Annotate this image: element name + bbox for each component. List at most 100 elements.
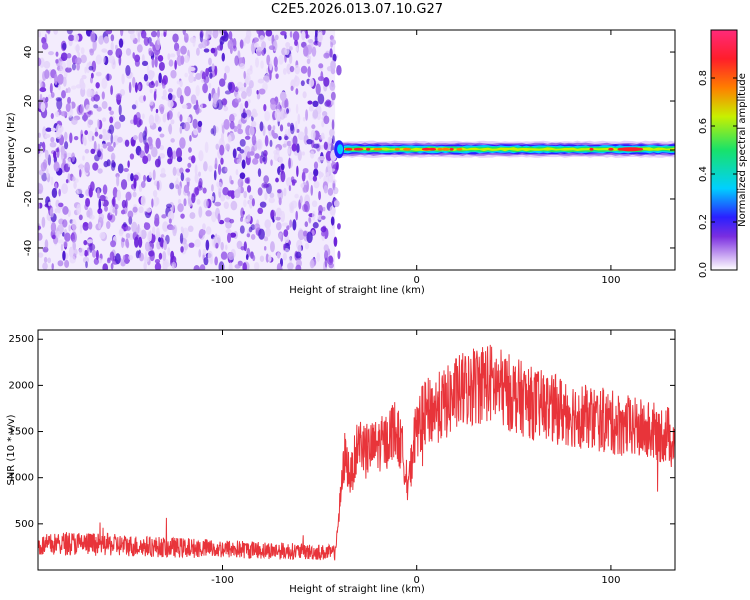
noise-blob bbox=[159, 133, 165, 138]
noise-blob bbox=[125, 226, 131, 231]
noise-blob bbox=[285, 177, 293, 187]
noise-blob bbox=[304, 126, 308, 137]
noise-blob bbox=[263, 103, 267, 112]
noise-blob bbox=[188, 74, 194, 83]
noise-blob bbox=[239, 62, 245, 70]
noise-blob bbox=[68, 246, 74, 258]
snr-panel: -100 0 100 500 1000 1500 2000 2500 Height of st… bbox=[6, 329, 676, 595]
noise-blob bbox=[170, 119, 175, 125]
noise-blob bbox=[286, 108, 290, 114]
noise-blob bbox=[158, 252, 163, 260]
noise-blob bbox=[243, 191, 247, 199]
noise-blob bbox=[237, 123, 242, 130]
noise-blob bbox=[278, 232, 283, 240]
noise-blob bbox=[290, 85, 294, 92]
snr-ytick-label: 500 bbox=[15, 519, 34, 530]
noise-blob bbox=[67, 158, 71, 168]
noise-blob bbox=[38, 31, 42, 38]
noise-blob bbox=[323, 141, 328, 150]
noise-blob bbox=[148, 114, 155, 126]
noise-blob bbox=[246, 233, 251, 238]
noise-blob bbox=[121, 199, 127, 209]
noise-blob bbox=[215, 143, 220, 150]
noise-blob bbox=[110, 262, 114, 270]
noise-blob bbox=[203, 48, 210, 53]
noise-blob bbox=[65, 179, 69, 184]
noise-blob bbox=[243, 70, 246, 80]
noise-blob bbox=[125, 191, 132, 201]
noise-blob bbox=[259, 155, 264, 164]
noise-blob bbox=[158, 72, 162, 84]
noise-blob bbox=[268, 45, 276, 51]
noise-blob bbox=[321, 111, 328, 117]
noise-blob bbox=[80, 82, 86, 90]
noise-blob bbox=[251, 145, 255, 155]
noise-blob bbox=[187, 225, 194, 233]
noise-blob bbox=[59, 60, 67, 71]
noise-blob bbox=[159, 173, 167, 178]
noise-blob bbox=[190, 94, 197, 105]
noise-blob bbox=[167, 125, 172, 133]
noise-blob bbox=[251, 120, 257, 128]
noise-blob bbox=[55, 59, 59, 64]
noise-blob bbox=[64, 131, 68, 142]
noise-blob bbox=[132, 203, 138, 215]
noise-blob bbox=[102, 144, 108, 149]
noise-blob bbox=[209, 257, 214, 265]
noise-blob bbox=[170, 250, 175, 261]
noise-blob bbox=[227, 190, 234, 197]
noise-blob bbox=[295, 45, 299, 52]
noise-blob bbox=[239, 172, 246, 180]
noise-blob bbox=[248, 194, 253, 201]
noise-blob bbox=[135, 250, 140, 259]
noise-blob bbox=[152, 189, 158, 198]
noise-blob bbox=[285, 42, 291, 48]
colorbar-ticks: 0.0 0.2 0.4 0.6 0.8 bbox=[698, 70, 737, 278]
noise-blob bbox=[304, 221, 309, 228]
noise-blob bbox=[327, 162, 332, 167]
signal-hotspot bbox=[456, 147, 463, 151]
noise-blob bbox=[109, 251, 115, 261]
noise-blob bbox=[275, 221, 282, 231]
noise-blob bbox=[116, 189, 122, 201]
noise-blob bbox=[188, 66, 196, 72]
noise-blob bbox=[328, 128, 335, 137]
noise-blob bbox=[167, 53, 171, 61]
noise-blob bbox=[323, 185, 328, 194]
noise-blob bbox=[247, 99, 251, 104]
noise-blob bbox=[116, 175, 120, 187]
noise-blob bbox=[180, 45, 187, 55]
noise-blob bbox=[273, 215, 277, 221]
noise-blob bbox=[325, 172, 329, 177]
noise-blob bbox=[101, 77, 108, 90]
snr-ytick-label: 2500 bbox=[9, 334, 34, 345]
noise-blob bbox=[203, 75, 210, 84]
noise-blob bbox=[156, 180, 160, 191]
noise-blob bbox=[216, 45, 223, 51]
noise-blob bbox=[203, 161, 208, 172]
noise-blob bbox=[239, 225, 245, 234]
noise-blob bbox=[233, 125, 238, 133]
noise-blob bbox=[269, 60, 273, 71]
noise-blob bbox=[39, 81, 43, 88]
spectrogram-xtick-label: 100 bbox=[601, 275, 620, 286]
noise-blob bbox=[181, 104, 188, 109]
noise-blob bbox=[295, 103, 299, 114]
noise-blob bbox=[127, 173, 131, 182]
noise-blob bbox=[57, 239, 64, 244]
noise-blob bbox=[49, 83, 53, 94]
noise-blob bbox=[269, 192, 275, 199]
noise-blob bbox=[260, 60, 264, 69]
noise-blob bbox=[217, 181, 223, 193]
noise-blob bbox=[211, 63, 215, 72]
noise-blob bbox=[134, 59, 140, 67]
noise-blob bbox=[39, 87, 47, 93]
noise-blob bbox=[196, 185, 203, 191]
noise-blob bbox=[102, 55, 106, 64]
noise-blob bbox=[102, 184, 108, 195]
noise-blob bbox=[168, 225, 175, 231]
noise-blob bbox=[180, 55, 185, 65]
noise-blob bbox=[41, 216, 46, 228]
noise-blob bbox=[189, 134, 192, 142]
noise-blob bbox=[252, 157, 259, 165]
